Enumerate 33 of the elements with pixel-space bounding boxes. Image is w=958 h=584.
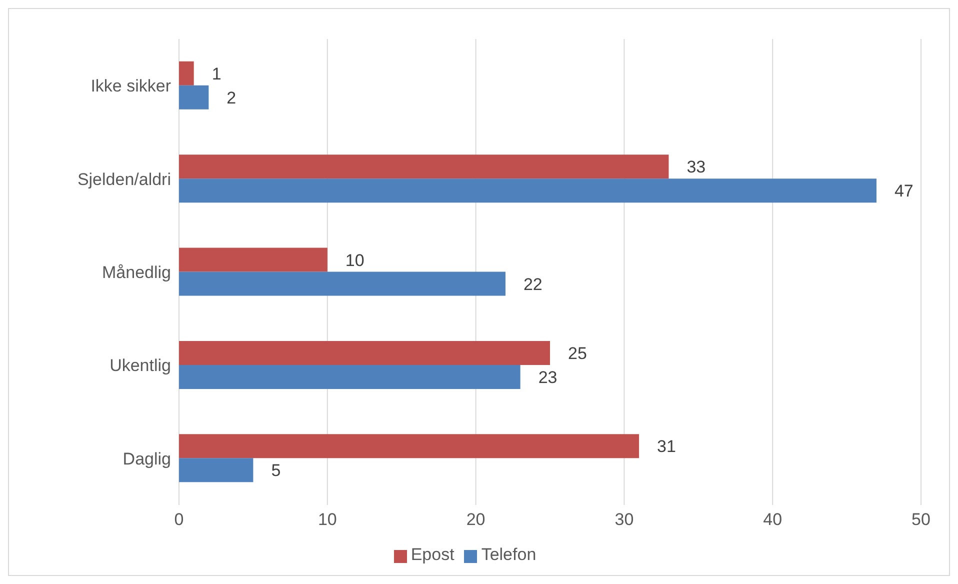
- bar: [179, 458, 254, 482]
- data-label: 47: [894, 182, 914, 201]
- x-tick-label: 20: [466, 510, 486, 530]
- y-tick-label: Ikke sikker: [90, 76, 172, 96]
- bar: [179, 85, 209, 110]
- bar: [179, 248, 328, 272]
- legend-label: Epost: [410, 545, 454, 564]
- y-tick-label: Daglig: [122, 449, 171, 468]
- y-tick-label: Ukentlig: [110, 356, 171, 376]
- data-label: 22: [523, 274, 542, 294]
- bar: [179, 340, 550, 365]
- x-tick-label: 50: [912, 510, 930, 530]
- data-label: 1: [212, 64, 222, 84]
- data-label: 2: [226, 88, 236, 108]
- x-tick-label: 30: [614, 510, 634, 530]
- bar: [179, 364, 520, 389]
- x-tick-label: 0: [174, 510, 184, 530]
- data-label: 5: [271, 461, 281, 480]
- bar: [179, 178, 876, 203]
- bar: [179, 434, 640, 458]
- bar: [179, 61, 194, 86]
- x-tick-label: 10: [318, 510, 337, 530]
- data-label: 31: [657, 437, 676, 456]
- legend-label: Telefon: [481, 545, 536, 564]
- y-tick-label: Sjelden/aldri: [77, 170, 171, 189]
- data-label: 23: [538, 368, 558, 388]
- bar: [179, 272, 506, 296]
- x-tick-label: 40: [763, 510, 782, 530]
- data-label: 25: [568, 344, 587, 364]
- bar: [179, 154, 669, 179]
- data-label: 33: [686, 158, 706, 177]
- data-label: 10: [345, 250, 364, 270]
- y-tick-label: Månedlig: [102, 263, 171, 282]
